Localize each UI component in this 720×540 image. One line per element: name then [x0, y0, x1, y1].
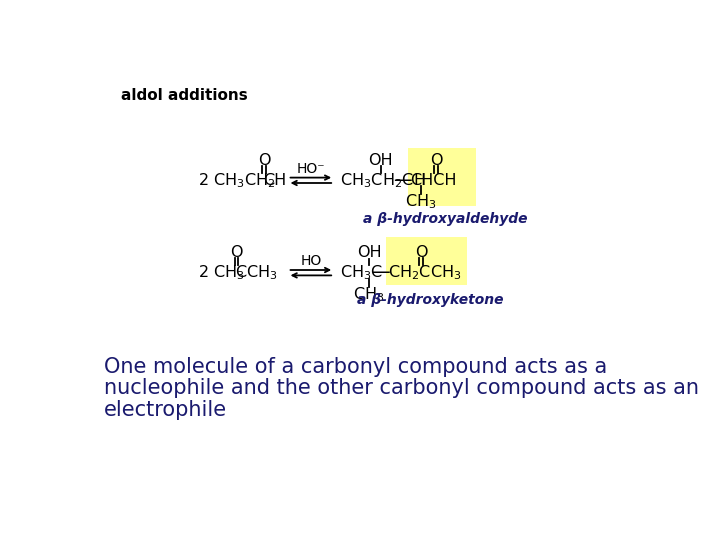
Bar [386, 237, 467, 285]
Text: CH: CH [263, 173, 286, 188]
Text: OH: OH [369, 153, 393, 168]
Text: OH: OH [356, 245, 382, 260]
Text: CCH$_3$: CCH$_3$ [235, 264, 278, 282]
Text: a β-hydroxyketone: a β-hydroxyketone [357, 293, 504, 307]
Text: —: — [393, 171, 412, 190]
Text: HO⁻: HO⁻ [297, 162, 325, 176]
Text: electrophile: electrophile [104, 400, 227, 420]
Text: CH$_3$CH$_2$CH: CH$_3$CH$_2$CH [341, 171, 426, 190]
Text: —: — [372, 263, 390, 282]
Text: aldol additions: aldol additions [121, 88, 248, 103]
Text: nucleophile and the other carbonyl compound acts as an: nucleophile and the other carbonyl compo… [104, 378, 699, 398]
Text: O: O [430, 153, 443, 168]
Text: 2 CH$_3$: 2 CH$_3$ [199, 264, 246, 282]
Text: CH$_3$: CH$_3$ [354, 285, 384, 303]
Text: O: O [415, 245, 427, 260]
Text: CHCH: CHCH [410, 173, 456, 188]
Text: CH$_3$C: CH$_3$C [341, 264, 384, 282]
Text: CH$_2$CCH$_3$: CH$_2$CCH$_3$ [388, 264, 462, 282]
Text: a β-hydroxyaldehyde: a β-hydroxyaldehyde [364, 212, 528, 226]
Text: HO: HO [300, 254, 322, 268]
Bar [408, 148, 476, 206]
Text: O: O [230, 245, 243, 260]
Text: 2 CH$_3$CH$_2$: 2 CH$_3$CH$_2$ [199, 171, 276, 190]
Text: O: O [258, 153, 271, 168]
Text: One molecule of a carbonyl compound acts as a: One molecule of a carbonyl compound acts… [104, 356, 607, 376]
Text: CH$_3$: CH$_3$ [405, 192, 436, 211]
